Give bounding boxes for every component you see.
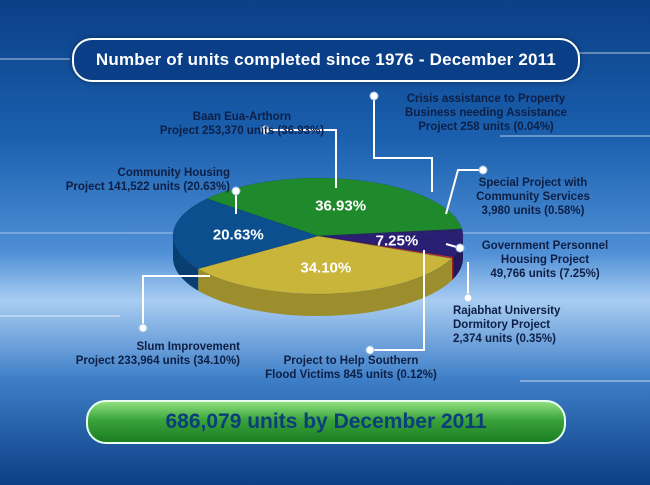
pie-slice xyxy=(317,228,463,237)
leader-dot xyxy=(365,345,375,355)
callout-label: Crisis assistance to Property Business n… xyxy=(405,93,567,133)
leader-line xyxy=(445,169,483,215)
callout-label: Baan Eua-Arthorn Project 253,370 units (… xyxy=(159,111,325,137)
pie-slice xyxy=(197,235,453,295)
callout-label: Special Project with Community Services … xyxy=(476,177,590,217)
callout-label: Community Housing Project 141,522 units … xyxy=(65,167,230,193)
decor-line xyxy=(0,315,120,317)
callout-label: Project to Help Southern Flood Victims 8… xyxy=(265,355,437,381)
leader-line xyxy=(265,129,337,188)
decor-line xyxy=(578,52,650,54)
slice-percent-label: 36.93% xyxy=(315,197,366,214)
leader-dot xyxy=(138,323,148,333)
slice-percent-label: 34.10% xyxy=(300,260,351,277)
callout-label: Slum Improvement Project 233,964 units (… xyxy=(75,341,240,367)
decor-line xyxy=(520,380,650,382)
leader-line xyxy=(370,250,425,351)
total-units-banner: 686,079 units by December 2011 xyxy=(86,400,566,444)
pie-slice-side xyxy=(451,257,454,281)
pie-slice xyxy=(206,177,463,237)
leader-line xyxy=(142,275,210,328)
pie-slice xyxy=(172,198,320,270)
leader-line xyxy=(373,96,433,192)
leader-dot xyxy=(478,165,488,175)
chart-title-box: Number of units completed since 1976 - D… xyxy=(72,38,580,82)
pie-slice xyxy=(317,228,463,237)
callout-label: Rajabhat University Dormitory Project 2,… xyxy=(453,305,561,345)
leader-dot xyxy=(260,125,270,135)
chart-title: Number of units completed since 1976 - D… xyxy=(95,50,557,69)
pie-slice xyxy=(317,235,453,259)
slice-percent-label: 7.25% xyxy=(376,233,419,250)
pie-slice-side xyxy=(198,258,452,316)
callout-label: Government Personnel Housing Project 49,… xyxy=(481,240,609,280)
leader-dot xyxy=(369,91,379,101)
leader-dot xyxy=(231,186,241,196)
leader-dot xyxy=(463,293,473,303)
slice-percent-label: 20.63% xyxy=(213,226,264,243)
pie-slice-side xyxy=(173,236,199,291)
decor-line xyxy=(0,58,70,60)
leader-dot xyxy=(455,243,465,253)
pie-slice xyxy=(317,235,454,259)
total-units-text: 686,079 units by December 2011 xyxy=(165,410,487,433)
decor-line xyxy=(500,135,650,137)
